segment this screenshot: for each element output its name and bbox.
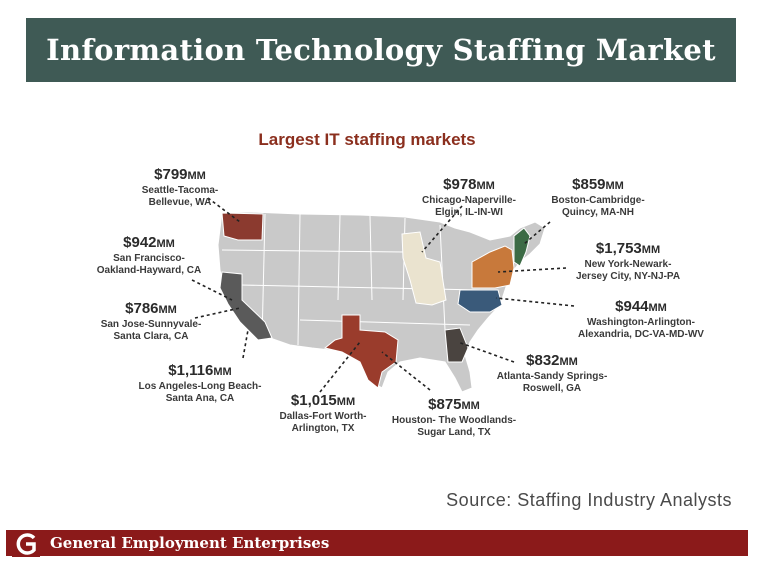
name-sanjose-line1: San Jose-Sunnyvale- (100, 319, 202, 330)
leader-washington (495, 297, 575, 307)
footer-bar (6, 530, 748, 556)
us-map (191, 197, 575, 393)
state-texas (323, 314, 399, 389)
name-seattle-line2: Bellevue, WA (148, 197, 212, 208)
amount-losangeles: $1,116 (168, 362, 214, 379)
state-new-york (471, 245, 515, 289)
name-washington-line1: Washington-Arlington- (587, 317, 695, 328)
unit-houston: MM (461, 400, 480, 412)
market-chicago: $978MM Chicago-Naperville- Elgin, IL-IN-… (408, 176, 530, 219)
leader-newyork (497, 267, 567, 273)
name-atlanta-line1: Atlanta-Sandy Springs- (496, 371, 608, 382)
name-sanjose-line2: Santa Clara, CA (113, 331, 189, 342)
market-atlanta: $832MM Atlanta-Sandy Springs- Roswell, G… (488, 352, 616, 395)
name-dallas-line1: Dallas-Fort Worth- (279, 411, 367, 422)
leader-atlanta (457, 341, 515, 363)
name-losangeles-line2: Santa Ana, CA (165, 393, 235, 404)
name-houston-line2: Sugar Land, TX (417, 427, 491, 438)
amount-newyork: $1,753 (595, 240, 642, 257)
state-california (219, 271, 273, 341)
market-washington: $944MM Washington-Arlington- Alexandria,… (566, 298, 716, 341)
name-boston-line1: Boston-Cambridge- (551, 195, 645, 206)
unit-newyork: MM (641, 244, 661, 256)
leader-seattle (207, 197, 241, 223)
state-dc-area (457, 289, 503, 313)
amount-seattle: $799 (154, 166, 188, 183)
unit-sanjose: MM (158, 304, 177, 316)
name-newyork-line2: Jersey City, NY-NJ-PA (575, 271, 681, 282)
name-sanfrancisco-line2: Oakland-Hayward, CA (96, 265, 202, 276)
source-note: Source: Staffing Industry Analysts (446, 490, 732, 510)
market-sanfrancisco: $942MM San Francisco- Oakland-Hayward, C… (84, 234, 214, 277)
amount-sanjose: $786 (125, 300, 159, 317)
slide-title: Information Technology Staffing Market (46, 33, 716, 67)
amount-sanfrancisco: $942 (123, 234, 157, 251)
state-borders (221, 213, 481, 346)
unit-losangeles: MM (213, 366, 232, 378)
market-boston: $859MM Boston-Cambridge- Quincy, MA-NH (540, 176, 656, 219)
map-title: Largest IT staffing markets (258, 130, 476, 149)
name-atlanta-line2: Roswell, GA (522, 383, 582, 394)
footer-company-name: General Employment Enterprises (50, 534, 330, 552)
name-losangeles-line1: Los Angeles-Long Beach- (138, 381, 262, 392)
unit-dallas: MM (336, 396, 356, 408)
market-sanjose: $786MM San Jose-Sunnyvale- Santa Clara, … (90, 300, 212, 343)
amount-houston: $875 (428, 396, 462, 413)
state-georgia (444, 327, 469, 363)
title-bar: Information Technology Staffing Market (26, 18, 736, 82)
unit-seattle: MM (187, 170, 206, 182)
state-illinois (401, 231, 447, 306)
unit-atlanta: MM (559, 356, 578, 368)
name-newyork-line1: New York-Newark- (584, 259, 672, 270)
unit-boston: MM (605, 180, 624, 192)
market-seattle: $799MM Seattle-Tacoma- Bellevue, WA (120, 166, 240, 209)
market-houston: $875MM Houston- The Woodlands- Sugar Lan… (384, 396, 524, 439)
leader-dallas (319, 341, 361, 393)
unit-chicago: MM (476, 180, 495, 192)
amount-boston: $859 (572, 176, 606, 193)
company-logo-icon (12, 531, 40, 557)
amount-chicago: $978 (443, 176, 477, 193)
leader-houston (381, 351, 431, 391)
state-new-england (513, 227, 531, 267)
market-newyork: $1,753MM New York-Newark- Jersey City, N… (562, 240, 694, 283)
name-houston-line1: Houston- The Woodlands- (391, 415, 517, 426)
name-washington-line2: Alexandria, DC-VA-MD-WV (578, 329, 704, 340)
name-boston-line2: Quincy, MA-NH (561, 207, 635, 218)
name-sanfrancisco-line1: San Francisco- (113, 253, 185, 264)
name-dallas-line2: Arlington, TX (291, 423, 355, 434)
amount-washington: $944 (615, 298, 649, 315)
name-chicago-line2: Elgin, IL-IN-WI (435, 207, 503, 218)
market-dallas: $1,015MM Dallas-Fort Worth- Arlington, T… (268, 392, 378, 435)
amount-atlanta: $832 (526, 352, 560, 369)
unit-washington: MM (648, 302, 667, 314)
leader-sanjose (194, 307, 241, 319)
unit-sanfrancisco: MM (156, 238, 175, 250)
leader-losangeles (242, 329, 249, 359)
market-losangeles: $1,116MM Los Angeles-Long Beach- Santa A… (130, 362, 270, 405)
leader-chicago (421, 205, 463, 253)
leader-sanfrancisco (191, 279, 233, 301)
name-seattle-line1: Seattle-Tacoma- (141, 185, 219, 196)
leader-lines (191, 197, 575, 393)
state-washington (221, 212, 264, 241)
name-chicago-line1: Chicago-Naperville- (422, 195, 516, 206)
amount-dallas: $1,015 (290, 392, 337, 409)
